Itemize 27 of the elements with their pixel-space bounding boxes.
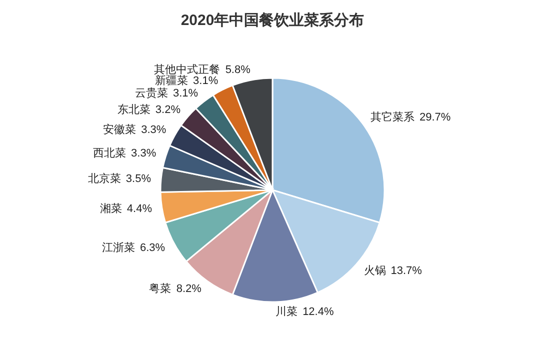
slice-label: 江浙菜 xyxy=(102,240,135,254)
chart-title: 2020年中国餐饮业菜系分布 xyxy=(180,12,364,29)
slice-label: 西北菜 xyxy=(92,146,126,160)
data-label: 13.7% xyxy=(390,264,422,277)
slice-label: 湘菜 xyxy=(100,202,122,216)
slice-label: 东北菜 xyxy=(117,102,150,116)
slice-label: 北京菜 xyxy=(88,172,121,185)
data-label: 6.3% xyxy=(140,242,166,254)
data-label: 12.4% xyxy=(302,306,334,318)
data-label: 3.3% xyxy=(141,124,166,136)
slice-label: 粤菜 xyxy=(149,282,172,296)
slice-label: 火锅 xyxy=(364,264,386,277)
slice-label: 其它菜系 xyxy=(370,110,415,124)
data-label: 3.2% xyxy=(155,104,181,116)
data-label: 4.4% xyxy=(126,203,152,216)
slice-label: 川菜 xyxy=(276,304,298,318)
slice-label: 安徽菜 xyxy=(102,123,136,136)
slice-label: 其他中式正餐 xyxy=(154,63,220,76)
data-label: 8.2% xyxy=(176,283,202,296)
data-label: 3.5% xyxy=(126,172,152,185)
data-label: 3.1% xyxy=(172,87,198,100)
data-label: 29.7% xyxy=(420,111,451,124)
data-label: 5.8% xyxy=(225,64,251,76)
data-label: 3.1% xyxy=(193,74,218,87)
data-label: 3.3% xyxy=(131,147,156,160)
slice-label: 云贵菜 xyxy=(134,86,168,100)
slice-label: 新疆菜 xyxy=(154,74,188,87)
